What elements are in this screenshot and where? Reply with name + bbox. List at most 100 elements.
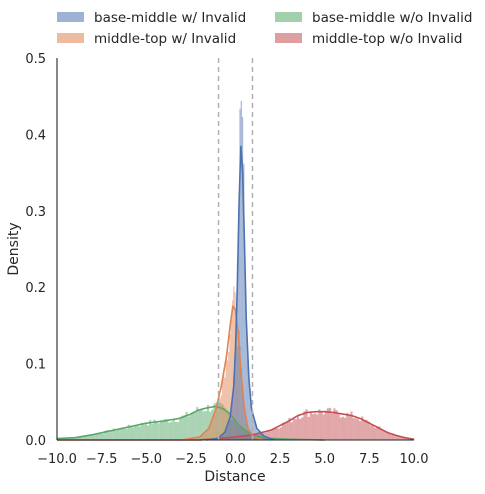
- histogram-bar: [337, 414, 340, 440]
- histogram-bar: [393, 435, 396, 440]
- histogram-bar: [268, 437, 270, 440]
- legend-swatch: [275, 33, 302, 43]
- histogram-bar: [365, 419, 368, 440]
- histogram-bar: [275, 428, 278, 440]
- histogram-bar: [198, 410, 201, 440]
- histogram-bar: [108, 432, 111, 440]
- histogram-bar: [95, 433, 98, 440]
- histogram-bar: [255, 425, 257, 440]
- y-tick-label: 0.0: [25, 434, 46, 449]
- histogram-bar: [248, 370, 250, 440]
- y-tick-label: 0.1: [25, 358, 46, 373]
- histogram-bar: [256, 430, 259, 440]
- histogram-bar: [91, 434, 94, 440]
- histogram-bar: [344, 417, 347, 440]
- histogram-bar: [288, 417, 291, 440]
- histogram-bar: [194, 412, 197, 440]
- histogram-bar: [206, 430, 209, 440]
- histogram-bar: [114, 430, 117, 440]
- histogram-bar: [286, 421, 289, 440]
- histogram-bar: [341, 416, 345, 440]
- histogram-bar: [249, 388, 251, 440]
- histogram-bar: [155, 422, 158, 440]
- histogram-bar: [352, 418, 355, 440]
- histogram-bar: [376, 426, 379, 440]
- histogram-bar: [140, 422, 143, 440]
- histogram-bar: [391, 434, 394, 440]
- histogram-bar: [74, 437, 77, 440]
- histogram-bar: [271, 429, 274, 440]
- histogram-bar: [395, 434, 398, 440]
- histogram-bar: [311, 414, 315, 440]
- histogram-bar: [204, 433, 206, 440]
- histogram-bar: [225, 354, 227, 440]
- histogram-bar: [206, 404, 210, 440]
- histogram-bar: [170, 421, 173, 440]
- histogram-bar: [203, 433, 205, 440]
- histogram-bar: [294, 419, 297, 440]
- histogram-bar: [69, 438, 72, 440]
- y-tick-label: 0.3: [25, 205, 46, 220]
- histogram-bar: [254, 422, 256, 440]
- histogram-bar: [314, 413, 317, 440]
- histogram-bar: [279, 427, 282, 440]
- histogram-bar: [238, 218, 240, 440]
- histogram-bar: [363, 419, 366, 440]
- histogram-bar: [196, 437, 199, 440]
- histogram-bar: [389, 433, 392, 440]
- histogram-bar: [221, 379, 224, 440]
- histogram-bar: [187, 416, 190, 440]
- histogram-bar: [208, 428, 210, 440]
- histogram-bar: [258, 430, 260, 440]
- histogram-bar: [211, 418, 214, 440]
- histogram-bar: [93, 434, 96, 440]
- histogram-bar: [185, 411, 188, 440]
- histogram-bar: [201, 434, 204, 440]
- histogram-bar: [284, 423, 287, 440]
- histogram-bar: [229, 414, 231, 440]
- histogram-bar: [266, 437, 269, 440]
- legend-label: base-middle w/ Invalid: [94, 10, 246, 26]
- y-tick-label: 0.4: [25, 128, 46, 143]
- histogram-bar: [131, 427, 135, 440]
- histogram-bar: [225, 429, 227, 440]
- histogram-bar: [99, 433, 102, 440]
- histogram-bar: [97, 433, 100, 440]
- histogram-bar: [168, 422, 171, 440]
- histogram-bar: [71, 437, 75, 440]
- legend-swatch: [275, 12, 302, 22]
- histogram-bar: [200, 435, 202, 440]
- histogram-base-middle-w-invalid: [209, 100, 274, 441]
- histogram-bar: [101, 433, 105, 440]
- legend-label: base-middle w/o Invalid: [312, 10, 472, 26]
- histogram-bar: [361, 416, 364, 440]
- histogram-bar: [193, 438, 195, 440]
- histogram-bar: [301, 417, 304, 440]
- histogram-bar: [181, 415, 184, 440]
- histogram-bar: [241, 116, 244, 440]
- histogram-bar: [233, 286, 235, 440]
- histogram-bar: [121, 427, 124, 440]
- histogram-bar: [159, 420, 162, 440]
- histogram-bar: [281, 422, 285, 440]
- histogram-bar: [166, 419, 169, 440]
- histogram-bar: [86, 435, 90, 440]
- histogram-bar: [371, 424, 375, 440]
- histogram-bar: [172, 419, 175, 440]
- histogram-bar: [359, 421, 362, 440]
- histogram-bar: [119, 428, 122, 440]
- histogram-bar: [76, 437, 79, 440]
- histogram-bar: [348, 414, 351, 440]
- histogram-bar: [243, 163, 245, 441]
- histogram-bar: [179, 418, 182, 440]
- histogram-bar: [80, 436, 83, 440]
- histogram-bar: [374, 427, 377, 440]
- histogram-bar: [290, 422, 293, 440]
- histogram-bar: [226, 360, 229, 440]
- y-axis-label: Density: [6, 222, 22, 275]
- histogram-bar: [239, 108, 241, 440]
- histogram-bar: [161, 421, 165, 440]
- legend-label: middle-top w/o Invalid: [312, 31, 462, 47]
- y-tick-label: 0.2: [25, 281, 46, 296]
